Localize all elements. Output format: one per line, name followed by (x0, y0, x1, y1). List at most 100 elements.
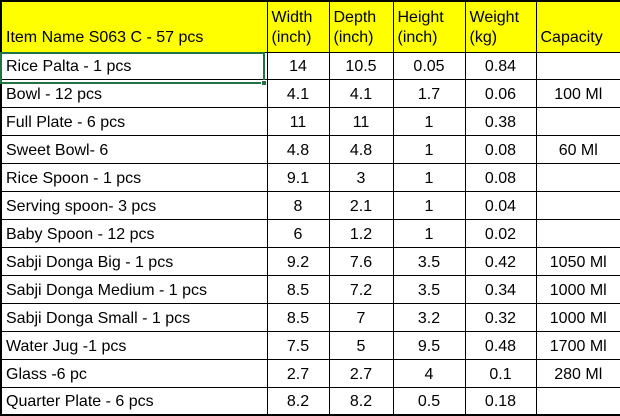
cell-depth[interactable]: 3 (328, 163, 394, 193)
cell-item[interactable]: Sabji Donga Big - 1 pcs (0, 246, 268, 276)
cell-depth[interactable]: 10.5 (328, 51, 394, 81)
cell-capacity[interactable] (535, 107, 620, 137)
cell-height[interactable]: 1 (392, 163, 466, 193)
cell-width[interactable]: 11 (266, 107, 330, 137)
cell-item[interactable]: Quarter Plate - 6 pcs (0, 386, 268, 416)
fill-handle[interactable] (261, 80, 267, 86)
cell-capacity[interactable]: 100 Ml (535, 79, 620, 109)
cell-capacity[interactable] (535, 191, 620, 221)
column-header-depth[interactable]: Depth (inch) (328, 0, 394, 53)
column-header-label: Capacity (540, 28, 603, 46)
cell-capacity[interactable]: 60 Ml (535, 135, 620, 165)
cell-item[interactable]: Bowl - 12 pcs (0, 79, 268, 109)
cell-depth[interactable]: 2.1 (328, 191, 394, 221)
cell-weight[interactable]: 0.08 (464, 163, 537, 193)
cell-width[interactable]: 6 (266, 219, 330, 248)
column-header-item[interactable]: Item Name S063 C - 57 pcs (0, 0, 268, 53)
cell-width[interactable]: 8.2 (266, 386, 330, 416)
cell-height[interactable]: 3.5 (392, 246, 466, 276)
cell-height[interactable]: 0.05 (392, 51, 466, 81)
cell-item[interactable]: Sabji Donga Small - 1 pcs (0, 302, 268, 332)
cell-depth[interactable]: 4.1 (328, 79, 394, 109)
cell-depth[interactable]: 7.6 (328, 246, 394, 276)
table-row: Glass -6 pc 2.7 2.7 4 0.1 280 Ml (0, 358, 620, 388)
cell-capacity[interactable]: 1700 Ml (535, 330, 620, 360)
cell-weight[interactable]: 0.84 (464, 51, 537, 81)
cell-width[interactable]: 8 (266, 191, 330, 221)
cell-width[interactable]: 2.7 (266, 358, 330, 388)
cell-depth[interactable]: 2.7 (328, 358, 394, 388)
cell-depth[interactable]: 5 (328, 330, 394, 360)
cell-capacity[interactable] (535, 163, 620, 193)
cell-item[interactable]: Sweet Bowl- 6 (0, 135, 268, 165)
cell-height[interactable]: 0.5 (392, 386, 466, 416)
cell-capacity[interactable]: 280 Ml (535, 358, 620, 388)
column-header-label: Depth (333, 8, 377, 26)
column-header-height[interactable]: Height (inch) (392, 0, 466, 53)
cell-width[interactable]: 9.1 (266, 163, 330, 193)
table-row: Sweet Bowl- 6 4.8 4.8 1 0.08 60 Ml (0, 135, 620, 165)
cell-height[interactable]: 1 (392, 191, 466, 221)
cell-width[interactable]: 7.5 (266, 330, 330, 360)
column-header-label: (inch) (333, 28, 374, 46)
table-row: Rice Spoon - 1 pcs 9.1 3 1 0.08 (0, 163, 620, 193)
cell-capacity[interactable]: 1000 Ml (535, 302, 620, 332)
column-header-label: Item Name S063 C - 57 pcs (6, 28, 204, 46)
cell-item[interactable]: Water Jug -1 pcs (0, 330, 268, 360)
table-row: Baby Spoon - 12 pcs 6 1.2 1 0.02 (0, 219, 620, 248)
cell-capacity[interactable]: 1050 Ml (535, 246, 620, 276)
cell-capacity[interactable] (535, 219, 620, 248)
cell-height[interactable]: 3.2 (392, 302, 466, 332)
cell-depth[interactable]: 4.8 (328, 135, 394, 165)
cell-depth[interactable]: 8.2 (328, 386, 394, 416)
cell-weight[interactable]: 0.38 (464, 107, 537, 137)
cell-width[interactable]: 8.5 (266, 274, 330, 304)
cell-width[interactable]: 8.5 (266, 302, 330, 332)
cell-width[interactable]: 14 (266, 51, 330, 81)
cell-capacity[interactable] (535, 51, 620, 81)
cell-depth[interactable]: 11 (328, 107, 394, 137)
table-row: Serving spoon- 3 pcs 8 2.1 1 0.04 (0, 191, 620, 221)
cell-item[interactable]: Baby Spoon - 12 pcs (0, 219, 268, 248)
cell-capacity[interactable] (535, 386, 620, 416)
cell-height[interactable]: 1 (392, 107, 466, 137)
cell-capacity[interactable]: 1000 Ml (535, 274, 620, 304)
cell-height[interactable]: 1 (392, 219, 466, 248)
column-header-label: (kg) (469, 28, 498, 46)
cell-depth[interactable]: 7 (328, 302, 394, 332)
column-header-label: Height (397, 8, 444, 26)
cell-item[interactable]: Glass -6 pc (0, 358, 268, 388)
column-header-weight[interactable]: Weight (kg) (464, 0, 537, 53)
cell-width[interactable]: 4.8 (266, 135, 330, 165)
cell-height[interactable]: 1 (392, 135, 466, 165)
cell-item[interactable]: Sabji Donga Medium - 1 pcs (0, 274, 268, 304)
column-header-label: Width (271, 8, 313, 26)
cell-width[interactable]: 9.2 (266, 246, 330, 276)
cell-height[interactable]: 9.5 (392, 330, 466, 360)
cell-weight[interactable]: 0.04 (464, 191, 537, 221)
column-header-label: (inch) (271, 28, 312, 46)
cell-item[interactable]: Rice Palta - 1 pcs (0, 51, 268, 81)
cell-weight[interactable]: 0.32 (464, 302, 537, 332)
cell-weight[interactable]: 0.1 (464, 358, 537, 388)
cell-weight[interactable]: 0.42 (464, 246, 537, 276)
cell-weight[interactable]: 0.06 (464, 79, 537, 109)
cell-height[interactable]: 3.5 (392, 274, 466, 304)
cell-weight[interactable]: 0.02 (464, 219, 537, 248)
cell-weight[interactable]: 0.18 (464, 386, 537, 416)
cell-width[interactable]: 4.1 (266, 79, 330, 109)
cell-depth[interactable]: 7.2 (328, 274, 394, 304)
cell-weight[interactable]: 0.08 (464, 135, 537, 165)
column-header-width[interactable]: Width (inch) (266, 0, 330, 53)
cell-weight[interactable]: 0.48 (464, 330, 537, 360)
column-header-capacity[interactable]: Capacity (535, 0, 620, 53)
cell-item[interactable]: Serving spoon- 3 pcs (0, 191, 268, 221)
cell-item[interactable]: Full Plate - 6 pcs (0, 107, 268, 137)
cell-weight[interactable]: 0.34 (464, 274, 537, 304)
cell-item[interactable]: Rice Spoon - 1 pcs (0, 163, 268, 193)
cell-height[interactable]: 1.7 (392, 79, 466, 109)
cell-depth[interactable]: 1.2 (328, 219, 394, 248)
cell-height[interactable]: 4 (392, 358, 466, 388)
